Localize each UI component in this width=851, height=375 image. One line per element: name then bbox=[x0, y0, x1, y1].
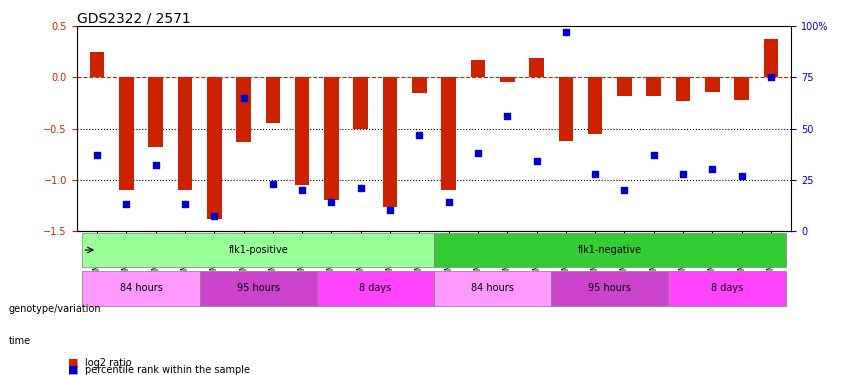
Point bbox=[559, 29, 573, 35]
Point bbox=[178, 201, 191, 207]
Point bbox=[442, 199, 455, 205]
Point bbox=[677, 171, 690, 177]
Bar bbox=[529, 58, 544, 77]
Bar bbox=[383, 77, 397, 207]
Point bbox=[529, 158, 543, 164]
Bar bbox=[148, 77, 163, 147]
Point bbox=[471, 150, 485, 156]
Text: time: time bbox=[9, 336, 31, 346]
Point bbox=[383, 207, 397, 213]
Text: percentile rank within the sample: percentile rank within the sample bbox=[85, 365, 250, 375]
Bar bbox=[266, 77, 280, 123]
Text: 95 hours: 95 hours bbox=[588, 284, 631, 293]
Bar bbox=[442, 77, 456, 190]
Text: 84 hours: 84 hours bbox=[120, 284, 163, 293]
Bar bbox=[294, 77, 310, 185]
FancyBboxPatch shape bbox=[83, 271, 200, 306]
Bar bbox=[647, 77, 661, 96]
Point bbox=[734, 172, 748, 178]
Text: 8 days: 8 days bbox=[359, 284, 391, 293]
Point bbox=[354, 185, 368, 191]
Point bbox=[500, 113, 514, 119]
Point bbox=[90, 152, 104, 158]
Point bbox=[647, 152, 660, 158]
FancyBboxPatch shape bbox=[668, 271, 785, 306]
Text: flk1-negative: flk1-negative bbox=[578, 245, 642, 255]
Point bbox=[413, 132, 426, 138]
Bar bbox=[617, 77, 631, 96]
Bar bbox=[558, 77, 574, 141]
Point bbox=[325, 199, 339, 205]
FancyBboxPatch shape bbox=[551, 271, 668, 306]
Bar bbox=[237, 77, 251, 142]
Point bbox=[237, 95, 250, 101]
Text: 8 days: 8 days bbox=[711, 284, 743, 293]
Text: 95 hours: 95 hours bbox=[237, 284, 280, 293]
Bar bbox=[471, 60, 485, 77]
FancyBboxPatch shape bbox=[83, 233, 434, 267]
Bar bbox=[412, 77, 426, 93]
Text: ■: ■ bbox=[68, 365, 78, 375]
Text: log2 ratio: log2 ratio bbox=[85, 357, 132, 368]
Point bbox=[705, 166, 719, 172]
Point bbox=[266, 181, 280, 187]
Bar bbox=[324, 77, 339, 200]
FancyBboxPatch shape bbox=[434, 271, 551, 306]
Point bbox=[120, 201, 134, 207]
Point bbox=[618, 187, 631, 193]
FancyBboxPatch shape bbox=[434, 233, 785, 267]
Text: flk1-positive: flk1-positive bbox=[228, 245, 288, 255]
Bar bbox=[119, 77, 134, 190]
Bar bbox=[705, 77, 720, 92]
Text: genotype/variation: genotype/variation bbox=[9, 304, 101, 314]
Point bbox=[764, 74, 778, 80]
Bar bbox=[676, 77, 690, 101]
Point bbox=[208, 213, 221, 219]
Point bbox=[295, 187, 309, 193]
Bar bbox=[353, 77, 368, 129]
Point bbox=[149, 162, 163, 168]
Text: 84 hours: 84 hours bbox=[471, 284, 514, 293]
Bar bbox=[763, 39, 779, 77]
Point bbox=[588, 171, 602, 177]
Bar bbox=[207, 77, 221, 219]
Text: ■: ■ bbox=[68, 357, 78, 368]
Bar bbox=[178, 77, 192, 190]
Bar bbox=[588, 77, 603, 134]
Bar bbox=[89, 52, 105, 77]
Bar bbox=[500, 77, 515, 82]
Text: GDS2322 / 2571: GDS2322 / 2571 bbox=[77, 11, 191, 25]
FancyBboxPatch shape bbox=[200, 271, 317, 306]
Bar bbox=[734, 77, 749, 100]
FancyBboxPatch shape bbox=[317, 271, 434, 306]
